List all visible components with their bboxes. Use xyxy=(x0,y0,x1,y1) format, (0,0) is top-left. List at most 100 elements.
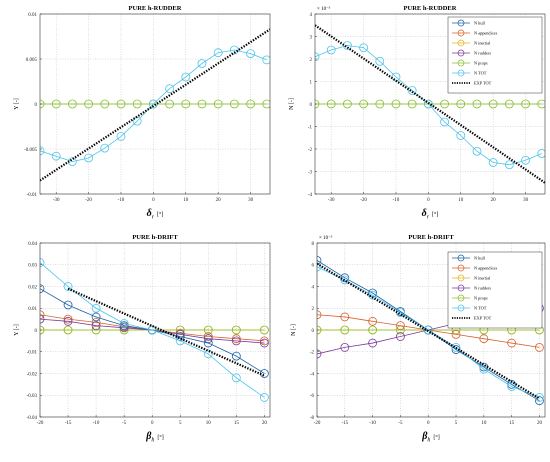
x-tick-label: -30 xyxy=(53,198,60,203)
x-tick-label: 10 xyxy=(206,421,212,426)
data-point xyxy=(203,349,213,359)
legend-label: N rudders xyxy=(474,286,491,291)
data-point xyxy=(91,317,101,327)
data-point xyxy=(231,325,241,335)
x-axis-label: βh [°] xyxy=(145,431,164,444)
data-point xyxy=(63,314,73,324)
data-point xyxy=(537,99,545,109)
data-point xyxy=(479,364,489,374)
legend-box xyxy=(447,251,543,329)
data-point xyxy=(326,99,336,109)
y-tick-label: 0.005 xyxy=(26,58,38,63)
legend-marker xyxy=(457,29,465,37)
legend-label: EXP TOT xyxy=(474,316,492,321)
y-tick-label: 8 xyxy=(312,242,315,247)
y-tick-label: 0.01 xyxy=(28,13,37,18)
y-tick-label: 0.01 xyxy=(28,307,37,312)
data-point xyxy=(91,312,101,322)
data-point xyxy=(488,99,498,109)
data-point xyxy=(472,99,482,109)
legend-label: N TOT xyxy=(474,71,487,76)
y-tick-label: 0.03 xyxy=(28,264,37,269)
x-tick-label: 0 xyxy=(427,421,430,426)
x-tick-label: -20 xyxy=(85,198,92,203)
y-tick-label: -0.02 xyxy=(27,372,38,377)
data-point xyxy=(116,99,126,109)
data-point xyxy=(259,393,269,402)
x-tick-label: 20 xyxy=(262,421,268,426)
x-tick-label: -5 xyxy=(122,421,127,426)
legend-label: N appendices xyxy=(474,31,498,36)
x-tick-label: -10 xyxy=(93,421,100,426)
y-tick-label: -4 xyxy=(308,193,313,198)
y-tick-label: 0.02 xyxy=(28,285,37,290)
y-tick-label: -4 xyxy=(310,372,315,377)
chart-title: PURE h-RUDDER xyxy=(404,5,457,12)
data-point xyxy=(535,342,544,352)
data-point xyxy=(368,290,378,300)
data-point xyxy=(359,43,368,53)
data-point xyxy=(100,143,110,153)
x-tick-label: 5 xyxy=(179,421,182,426)
y-tick-label: -0.04 xyxy=(27,416,38,421)
data-point xyxy=(479,334,489,344)
legend-label: N props xyxy=(474,61,488,66)
legend-marker xyxy=(457,39,465,47)
data-point xyxy=(40,99,45,109)
data-point xyxy=(391,99,401,109)
x-axis-label: δr [°] xyxy=(422,208,439,221)
data-point xyxy=(175,329,185,339)
data-point xyxy=(262,99,270,109)
data-point xyxy=(132,99,142,109)
legend-box xyxy=(447,16,543,94)
x-axis-subscript: r xyxy=(152,215,155,221)
data-point xyxy=(317,310,322,320)
x-axis-symbol: δ xyxy=(422,208,427,219)
data-point xyxy=(84,99,93,109)
x-axis-label: δr [°] xyxy=(147,208,164,221)
data-point xyxy=(259,336,269,346)
data-point xyxy=(231,351,241,361)
data-point xyxy=(119,319,129,328)
data-point xyxy=(40,325,45,335)
data-point xyxy=(259,325,269,335)
data-point xyxy=(181,72,191,82)
data-point xyxy=(63,282,73,291)
y-tick-label: 0.04 xyxy=(28,242,37,247)
series-group xyxy=(315,24,545,184)
x-tick-label: -20 xyxy=(37,421,44,426)
legend-marker xyxy=(457,284,465,292)
legend-label: N rudders xyxy=(474,51,491,56)
x-tick-label: -10 xyxy=(118,198,125,203)
data-point xyxy=(451,342,461,352)
y-tick-label: 6 xyxy=(312,264,315,269)
series-group xyxy=(40,258,269,402)
data-point xyxy=(440,99,449,109)
data-point xyxy=(181,99,191,109)
data-point xyxy=(40,284,45,294)
data-point xyxy=(203,325,213,335)
data-point xyxy=(317,349,322,359)
data-point xyxy=(326,45,336,55)
x-tick-label: 20 xyxy=(216,198,222,203)
data-point xyxy=(317,256,322,265)
data-point xyxy=(507,338,517,348)
data-point xyxy=(246,49,255,58)
data-point xyxy=(231,373,241,383)
x-axis-unit: [°] xyxy=(432,211,438,218)
chart-title: PURE h-RUDDER xyxy=(129,5,182,12)
data-point xyxy=(368,325,378,335)
y-tick-label: -8 xyxy=(310,416,315,421)
legend-label: N props xyxy=(474,296,488,301)
x-tick-label: 30 xyxy=(523,198,529,203)
data-point xyxy=(375,56,385,66)
data-point xyxy=(504,160,514,170)
legend-marker xyxy=(457,49,465,57)
legend-label: N inertial xyxy=(474,276,491,281)
x-tick-label: 30 xyxy=(248,198,254,203)
data-point xyxy=(451,329,461,339)
data-point xyxy=(197,59,207,68)
data-point xyxy=(229,45,239,55)
